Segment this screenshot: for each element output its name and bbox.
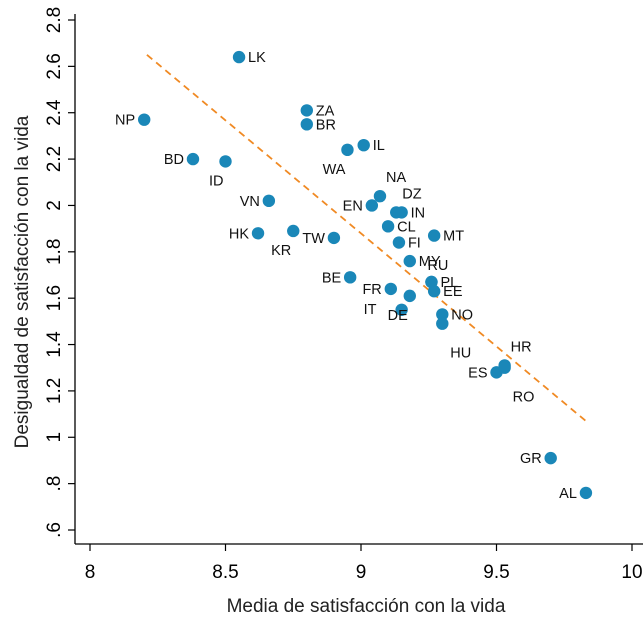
y-tick-label: 1.8 — [44, 239, 65, 265]
point-label: HR — [511, 339, 532, 355]
point-label: MT — [443, 229, 464, 245]
x-tick-label: 8.5 — [212, 562, 238, 583]
point-label: ZA — [316, 103, 335, 119]
data-point — [186, 152, 200, 166]
point-label: HK — [229, 226, 249, 242]
data-points — [138, 50, 593, 500]
point-label: EN — [343, 198, 363, 214]
point-label: PL — [440, 275, 458, 291]
point-label: IN — [411, 205, 426, 221]
data-point — [219, 155, 232, 168]
data-point — [232, 50, 246, 64]
point-label: ID — [209, 173, 224, 189]
point-label: HU — [450, 346, 471, 362]
data-point — [427, 229, 441, 242]
data-point — [300, 104, 313, 117]
y-tick-label: 2.6 — [44, 53, 65, 79]
data-point — [403, 289, 416, 303]
y-tick-label: 1.6 — [44, 285, 65, 311]
point-label: RU — [427, 258, 448, 274]
axes — [74, 14, 643, 545]
data-point — [544, 451, 557, 465]
point-label: DZ — [402, 186, 421, 202]
data-point — [381, 220, 395, 233]
data-point — [427, 285, 441, 298]
x-tick-label: 9.5 — [483, 562, 509, 583]
point-label: TW — [302, 231, 325, 247]
point-label: BD — [164, 152, 184, 168]
point-label: IT — [364, 302, 377, 318]
data-point — [357, 138, 370, 152]
data-point — [498, 361, 511, 374]
y-tick-label: 2 — [44, 200, 65, 211]
y-tick-label: 1.2 — [44, 378, 65, 404]
point-label: WA — [323, 162, 346, 178]
data-point — [262, 194, 276, 208]
y-tick-label: .6 — [44, 522, 65, 538]
point-label: MY — [419, 254, 441, 270]
point-label: ES — [468, 365, 487, 381]
point-label: NO — [451, 307, 473, 323]
data-point — [392, 236, 406, 249]
y-ticks: .6 .8 1 1.2 1.4 1.6 1.8 2 2.2 2.4 2.6 2.8 — [44, 7, 75, 538]
point-label: EE — [443, 284, 463, 300]
x-tick-label: 9 — [356, 562, 367, 583]
point-label: KR — [271, 243, 291, 259]
x-tick-label: 10 — [621, 562, 642, 583]
data-point — [300, 118, 313, 131]
data-point — [251, 227, 265, 240]
point-label: LK — [248, 50, 266, 66]
point-label: BR — [316, 117, 336, 133]
data-point — [579, 486, 593, 500]
data-point — [327, 231, 341, 245]
data-point — [436, 317, 449, 330]
y-tick-label: 2.2 — [44, 146, 65, 172]
data-point — [436, 308, 449, 321]
point-label: FR — [362, 282, 381, 298]
y-tick-label: .8 — [44, 476, 65, 492]
point-label: BE — [322, 270, 342, 286]
point-label: RO — [513, 390, 535, 406]
y-tick-label: 2.4 — [44, 99, 65, 126]
x-axis-title: Media de satisfacción con la vida — [227, 596, 506, 617]
point-label: AL — [559, 486, 577, 502]
x-ticks: 8 8.5 9 9.5 10 — [85, 544, 643, 583]
data-point — [343, 271, 357, 284]
trend-line — [146, 54, 587, 422]
point-label: GR — [520, 451, 542, 467]
data-point — [138, 113, 151, 126]
point-label: FI — [408, 236, 421, 252]
data-point — [373, 189, 387, 203]
point-label: NA — [386, 170, 406, 186]
data-point — [395, 206, 408, 219]
y-tick-label: 1 — [44, 432, 65, 443]
y-tick-label: 1.4 — [44, 331, 65, 358]
x-tick-label: 8 — [85, 562, 96, 583]
point-label: VN — [240, 194, 260, 210]
data-point — [403, 254, 416, 268]
data-point — [341, 143, 354, 157]
data-point — [395, 303, 408, 316]
data-point — [384, 282, 398, 296]
point-label: CL — [397, 219, 416, 235]
data-point — [365, 199, 379, 212]
y-axis-title: Desigualdad de satisfacción con la vida — [12, 115, 33, 448]
point-label: NP — [115, 113, 135, 129]
y-tick-label: 2.8 — [44, 7, 65, 33]
point-label: IL — [373, 138, 385, 154]
data-point — [287, 224, 300, 238]
point-label: DE — [388, 308, 408, 324]
